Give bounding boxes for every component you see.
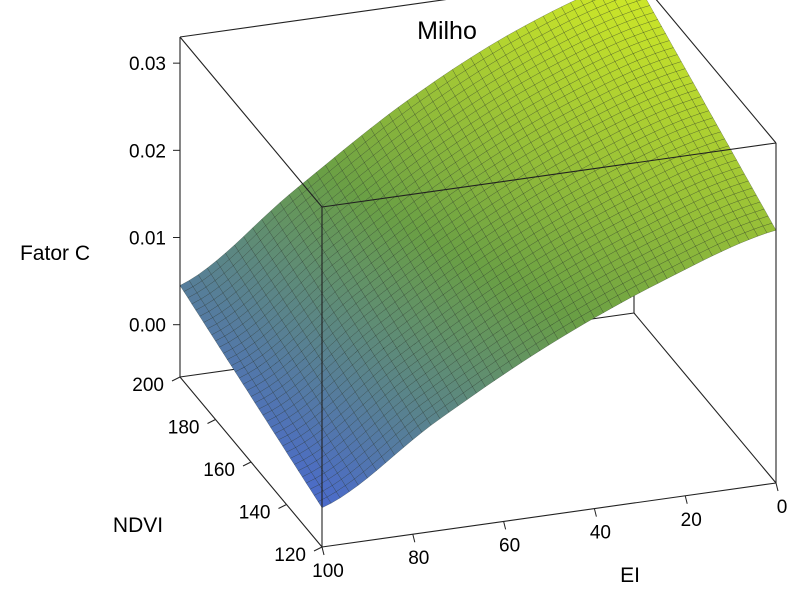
- surface-cell: [226, 354, 241, 367]
- box-edge: [655, 0, 777, 144]
- ei-tick-label: 20: [681, 510, 702, 531]
- surface-cell: [219, 342, 233, 354]
- surface-mesh: [179, 0, 777, 509]
- ndvi-tick-label: 180: [168, 418, 200, 439]
- surface-cell: [309, 484, 324, 496]
- ei-tick: [321, 546, 325, 556]
- surface-cell: [254, 397, 269, 410]
- surface-cell: [317, 496, 332, 509]
- ndvi-tick: [242, 461, 252, 467]
- ei-tick-label: 0: [777, 497, 788, 518]
- box-edge: [321, 142, 777, 208]
- surface-cell: [195, 304, 210, 317]
- ei-tick-label: 80: [408, 548, 429, 569]
- surface-cell: [274, 428, 289, 441]
- z-tick-label: 0.00: [129, 316, 166, 337]
- box-edge: [633, 312, 777, 484]
- ei-tick: [412, 534, 416, 543]
- ndvi-tick: [207, 419, 216, 424]
- surface-cell: [187, 292, 202, 305]
- ndvi-tick-label: 160: [203, 460, 235, 481]
- ei-tick-label: 60: [499, 535, 520, 556]
- z-tick-label: 0.03: [129, 54, 166, 75]
- surface-cell: [266, 416, 281, 428]
- z-tick-label: 0.01: [129, 229, 166, 250]
- box-front-edges: [179, 0, 777, 548]
- surface-cell: [613, 0, 618, 2]
- surface-cell: [591, 0, 596, 2]
- surface-cell: [199, 311, 214, 323]
- z-tick-label: 0.02: [129, 141, 166, 162]
- ndvi-tick: [171, 376, 181, 382]
- ei-tick: [684, 495, 688, 504]
- ndvi-axis-label: NDVI: [113, 514, 163, 537]
- ndvi-tick-label: 140: [239, 503, 271, 524]
- ei-tick-label: 40: [590, 523, 611, 544]
- surface-cell: [246, 385, 261, 397]
- ndvi-tick: [313, 546, 323, 552]
- ndvi-tick-label: 200: [132, 375, 164, 396]
- box-edge: [179, 0, 447, 38]
- surface-cell: [211, 329, 225, 342]
- surface-cell: [270, 422, 285, 435]
- ei-axis-ticks: 0 20 40 60 80 100: [312, 482, 788, 582]
- ndvi-tick-label: 120: [274, 545, 306, 566]
- surface-cell: [238, 372, 253, 385]
- ei-tick: [593, 508, 597, 517]
- z-axis-ticks: 0.00 0.01 0.02 0.03: [129, 54, 180, 337]
- ei-tick: [503, 521, 507, 530]
- ei-axis-label: EI: [620, 564, 640, 587]
- surface-cell: [223, 348, 237, 360]
- box-edge: [179, 36, 323, 208]
- box-edge: [321, 482, 777, 548]
- ei-tick: [775, 482, 779, 492]
- surface-cell: [203, 317, 218, 330]
- chart-title: Milho: [417, 17, 477, 45]
- ndvi-tick: [278, 504, 287, 509]
- z-axis-label: Fator C: [20, 242, 90, 265]
- ei-tick-label: 100: [312, 561, 344, 582]
